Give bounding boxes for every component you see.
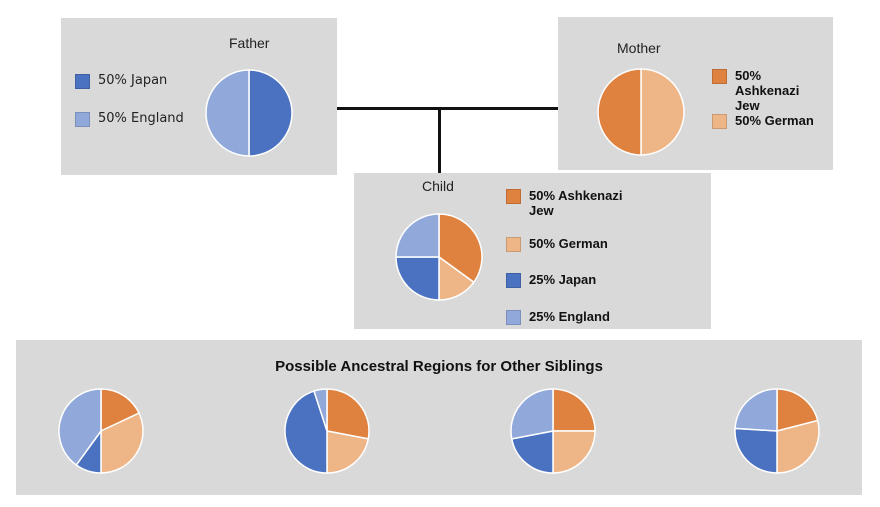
legend-item: 50% German (506, 236, 608, 252)
pie-slice-german (326, 430, 370, 474)
legend-item: 50% Ashkenazi Jew (712, 68, 827, 113)
legend-item: 50% German (712, 113, 814, 129)
legend-item: 50% England (75, 111, 184, 127)
legend-label: 50% Ashkenazi Jew (529, 188, 623, 218)
pie-slice-japan (734, 427, 778, 474)
legend-swatch (75, 74, 90, 89)
child-connector-line (438, 108, 441, 173)
pie-slice-england (510, 388, 554, 440)
legend-item: 25% England (506, 309, 610, 325)
legend-swatch (712, 69, 727, 84)
child-panel: Child 50% Ashkenazi Jew 50% German 25% J… (354, 173, 711, 329)
legend-item: 25% Japan (506, 272, 596, 288)
pie-slice-england (734, 388, 778, 432)
legend-label: 25% England (529, 309, 610, 324)
pie-slice-england (58, 388, 102, 467)
pie-slice-japan (284, 390, 328, 474)
sibling-pie (58, 388, 144, 474)
pie-slice-ashkenazi (776, 388, 819, 432)
pie-slice-ashkenazi (438, 213, 483, 284)
pie-slice-german (640, 68, 685, 156)
pie-slice-england (313, 388, 328, 432)
father-pie (205, 69, 293, 157)
legend-label: 25% Japan (529, 272, 597, 287)
sibling-pie (510, 388, 596, 474)
siblings-panel: Possible Ancestral Regions for Other Sib… (16, 340, 862, 495)
legend-label: 50% England (98, 111, 184, 126)
legend-label: 50% German (529, 236, 608, 251)
legend-swatch (506, 310, 521, 325)
legend-item: 50% Ashkenazi Jew (506, 188, 636, 218)
child-title: Child (422, 178, 454, 194)
child-pie (395, 213, 483, 301)
pie-slice-japan (395, 256, 440, 301)
pie-slice-ashkenazi (552, 388, 596, 432)
pie-slice-german (776, 419, 820, 474)
legend-swatch (712, 114, 727, 129)
father-panel: Father 50% Japan 50% England (61, 18, 337, 175)
legend-label: 50% Japan (98, 73, 168, 88)
pie-slice-ashkenazi (597, 68, 642, 156)
pie-slice-ashkenazi (100, 388, 141, 433)
legend-swatch (506, 237, 521, 252)
mother-title: Mother (617, 40, 661, 56)
pie-slice-japan (248, 69, 293, 157)
mother-pie (597, 68, 685, 156)
sibling-pie (284, 388, 370, 474)
pie-slice-england (395, 213, 440, 258)
father-title: Father (229, 35, 270, 51)
legend-swatch (506, 189, 521, 204)
legend-label: 50% German (735, 113, 814, 128)
pie-slice-ashkenazi (326, 388, 370, 440)
sibling-pie (734, 388, 820, 474)
siblings-title: Possible Ancestral Regions for Other Sib… (275, 358, 603, 375)
pie-slice-german (100, 412, 144, 474)
legend-swatch (506, 273, 521, 288)
mother-panel: Mother 50% Ashkenazi Jew 50% German (558, 17, 833, 170)
legend-item: 50% Japan (75, 73, 167, 89)
pie-slice-japan (510, 430, 554, 474)
pie-slice-england (205, 69, 250, 157)
pie-slice-german (552, 430, 596, 474)
legend-swatch (75, 112, 90, 127)
legend-label: 50% Ashkenazi Jew (735, 68, 800, 113)
parent-connector-line (337, 107, 558, 110)
